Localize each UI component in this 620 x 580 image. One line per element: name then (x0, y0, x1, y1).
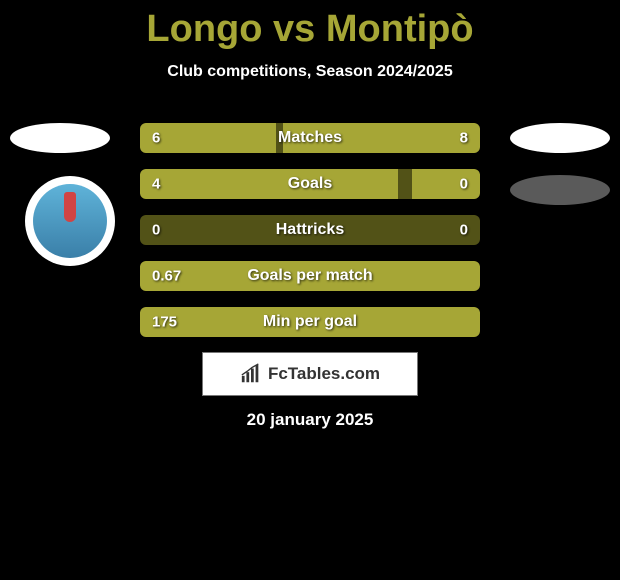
date-text: 20 january 2025 (0, 410, 620, 430)
stat-row: 68Matches (140, 123, 480, 153)
branding-text: FcTables.com (268, 364, 380, 384)
player-right-avatar (510, 123, 610, 153)
stat-label: Hattricks (140, 221, 480, 239)
stats-bars: 68Matches 40Goals 00Hattricks 0.67Goals per… (140, 123, 480, 353)
stat-row: 00Hattricks (140, 215, 480, 245)
stat-label: Matches (140, 129, 480, 147)
club-left-badge-inner (33, 184, 107, 258)
stat-row: 0.67Goals per match (140, 261, 480, 291)
stat-row: 40Goals (140, 169, 480, 199)
branding-box: FcTables.com (202, 352, 418, 396)
stat-row: 175Min per goal (140, 307, 480, 337)
stat-label: Goals per match (140, 267, 480, 285)
stat-label: Goals (140, 175, 480, 193)
stat-label: Min per goal (140, 313, 480, 331)
club-badge-stripe (64, 192, 76, 222)
page-title: Longo vs Montipò (0, 0, 620, 51)
player-left-avatar (10, 123, 110, 153)
club-left-badge (25, 176, 115, 266)
page-subtitle: Club competitions, Season 2024/2025 (0, 63, 620, 81)
chart-icon (240, 363, 262, 385)
club-right-badge (510, 175, 610, 205)
